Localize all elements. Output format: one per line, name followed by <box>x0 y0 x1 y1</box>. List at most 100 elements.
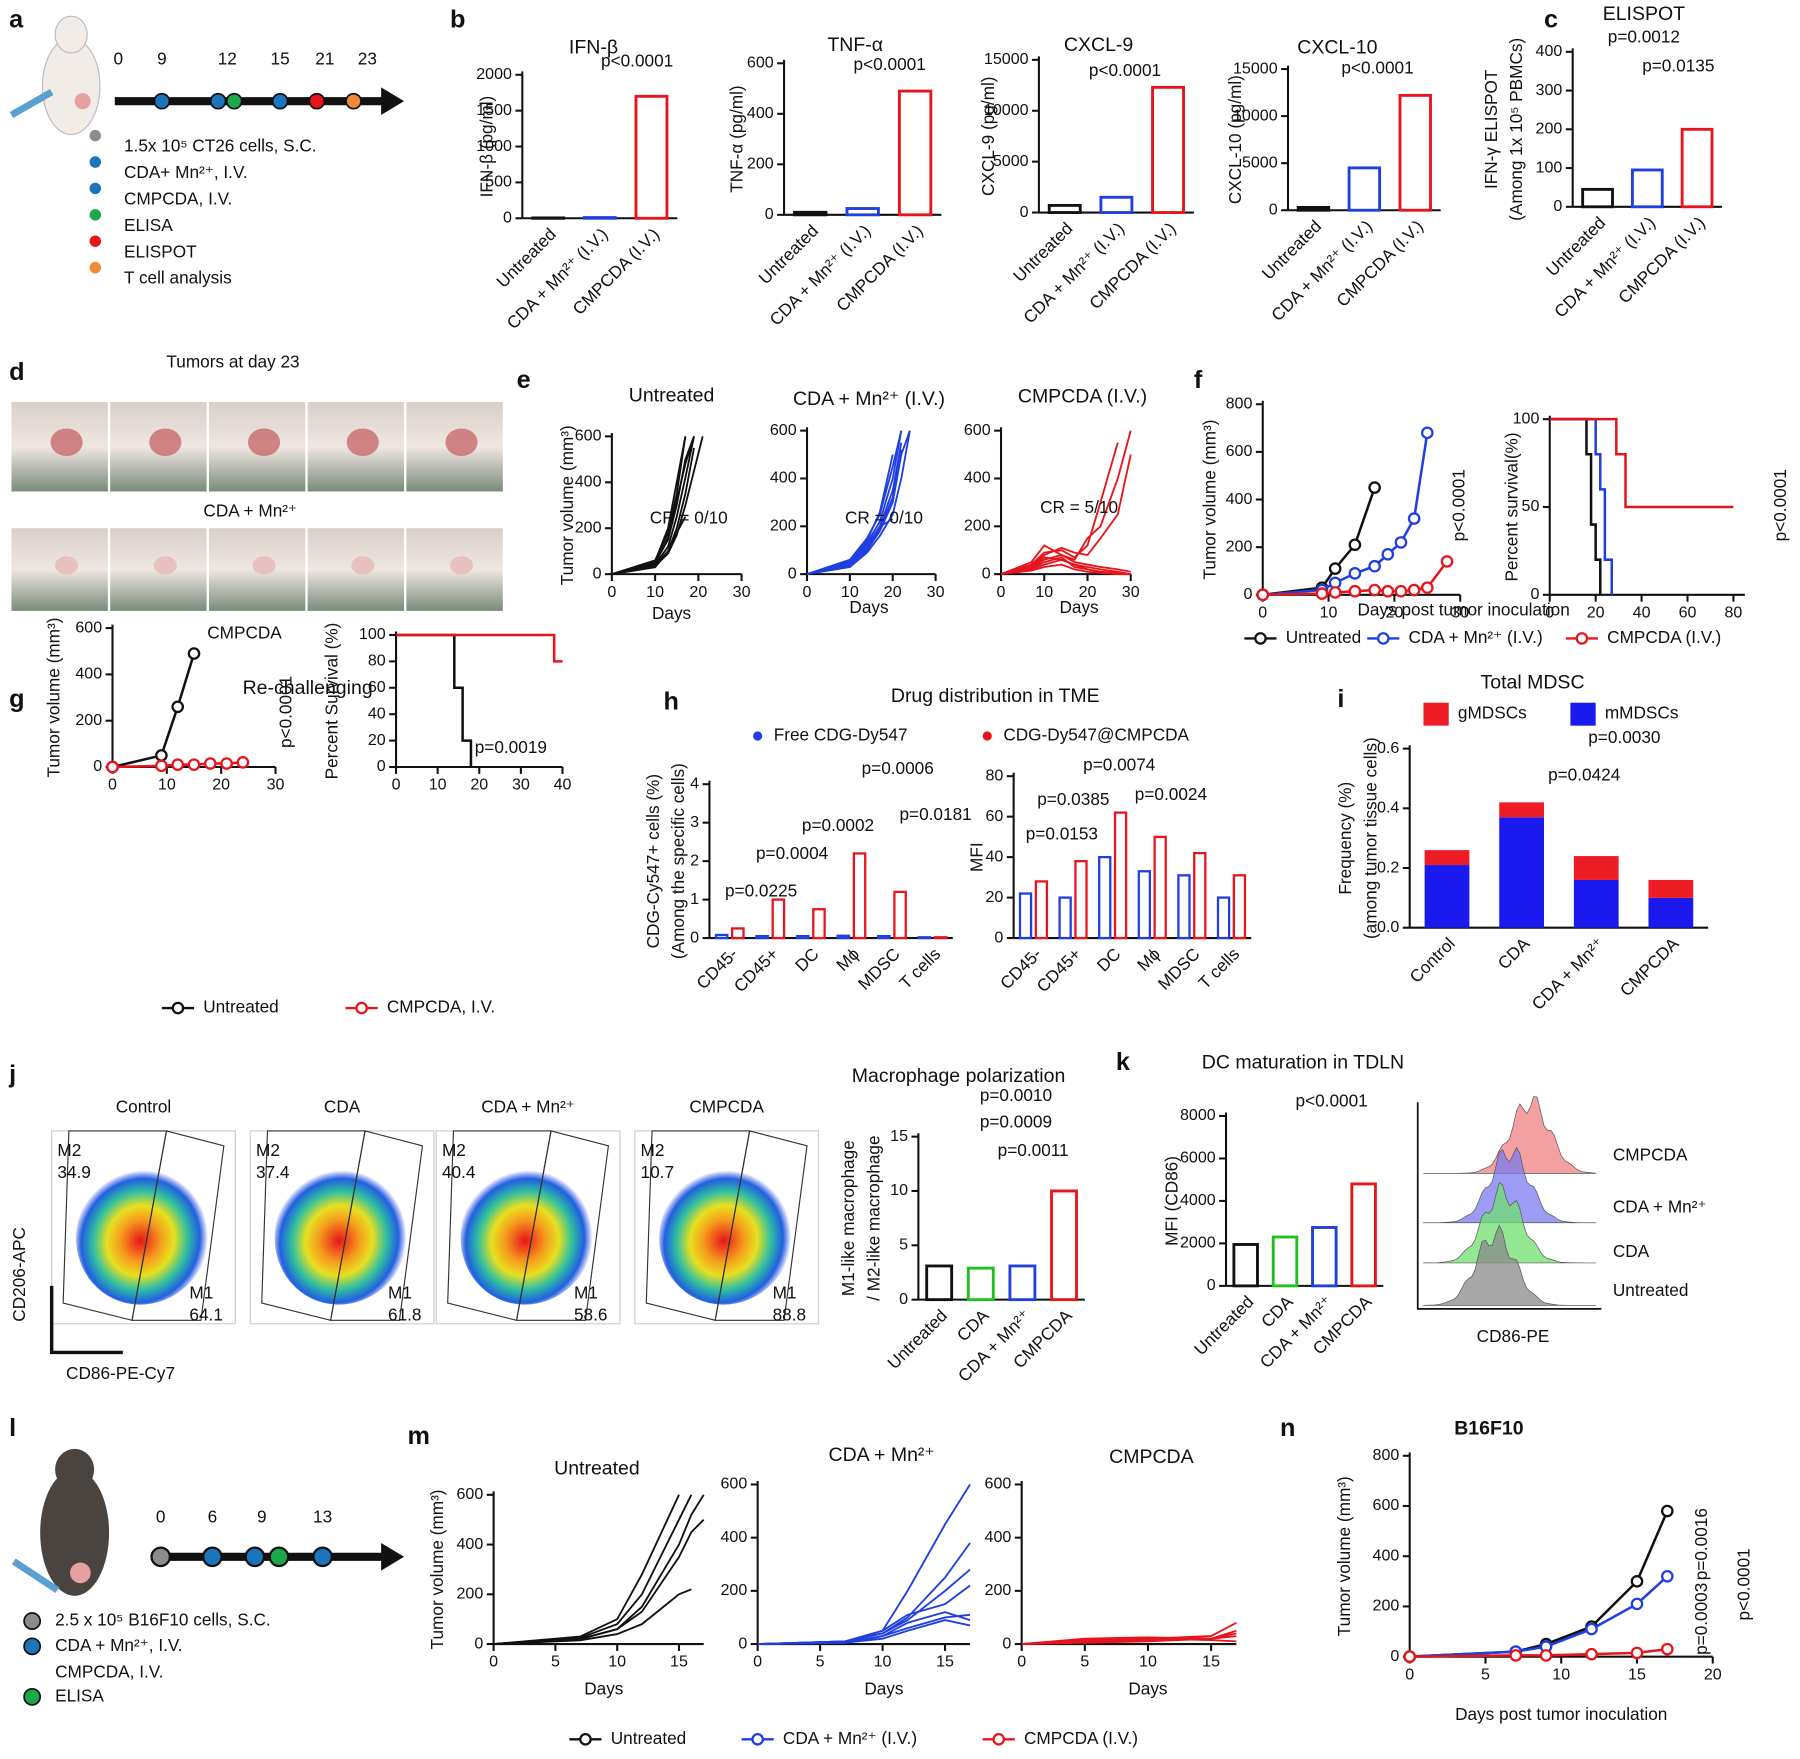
y-tick-label: 0 <box>474 1634 483 1652</box>
bar <box>1177 874 1191 940</box>
y-tick-label: 60 <box>368 678 386 696</box>
y-tick-label: 2000 <box>1180 1234 1216 1252</box>
legend-text: 2.5 x 10⁵ B16F10 cells, S.C. <box>55 1610 271 1630</box>
legend-dot <box>89 261 102 274</box>
gate-value: 64.1 <box>189 1304 222 1324</box>
y-axis-label: Tumor volume (mm³) <box>1334 1476 1354 1636</box>
tumor <box>351 556 375 575</box>
x-tick-label: 5 <box>551 1653 560 1671</box>
y-tick-label: 0 <box>1020 203 1029 221</box>
point <box>1394 536 1408 549</box>
legend-marker <box>982 731 992 741</box>
y-tick-label: 1500 <box>476 101 512 119</box>
line <box>611 436 704 576</box>
chart-title: IFN-β <box>569 37 618 59</box>
annotation: p=0.0225 <box>725 881 797 901</box>
timeline-dot <box>268 1546 290 1568</box>
chart-title: Untreated <box>629 384 715 406</box>
chart-title: DC maturation in TDLN <box>1202 1051 1404 1073</box>
line <box>1262 560 1449 597</box>
bar <box>925 1264 954 1302</box>
chart-title: Drug distribution in TME <box>891 685 1100 707</box>
bar <box>1151 85 1185 214</box>
x-tick-label: Untreated <box>1190 1292 1258 1360</box>
line <box>1549 417 1734 509</box>
y-tick-label: 8000 <box>1180 1106 1216 1124</box>
annotation: p=0.0030 <box>1588 727 1660 747</box>
y-tick-label: 0 <box>93 757 102 775</box>
legend-text: ELISA <box>124 215 173 235</box>
x-tick-label: 60 <box>1679 603 1697 621</box>
line <box>611 447 695 576</box>
y-tick-label: 400 <box>770 469 797 487</box>
gate-value: 40.4 <box>442 1162 476 1182</box>
point <box>1407 512 1421 525</box>
line <box>1001 442 1119 576</box>
line <box>1409 1575 1669 1658</box>
y-tick-label: 0 <box>982 564 991 582</box>
flow-gate <box>714 1130 808 1321</box>
x-tick-label: Mϕ <box>1133 944 1164 975</box>
hist-ridge <box>1423 1224 1596 1306</box>
x-tick-label: MDSC <box>1154 944 1204 994</box>
line <box>611 436 695 576</box>
chart-title: ELISPOT <box>1603 3 1685 25</box>
y-tick-label: 0 <box>788 564 797 582</box>
bar <box>897 89 933 217</box>
y-axis-label: (among tumor tissue cells) <box>1360 737 1380 939</box>
y-axis-label: TNF-α (pg/ml) <box>727 85 747 192</box>
legend-text: ELISA <box>55 1685 104 1705</box>
x-tick-label: 10 <box>1552 1665 1570 1683</box>
bar <box>1034 880 1049 940</box>
y-tick-label: 400 <box>985 1528 1012 1546</box>
point <box>1660 1504 1674 1518</box>
timeline-dot <box>209 92 227 110</box>
line <box>807 430 903 576</box>
legend-dot <box>89 182 102 195</box>
tumor <box>450 556 473 575</box>
timeline-dot <box>271 92 289 110</box>
annotation: CR = 0/10 <box>650 508 728 528</box>
point <box>1368 481 1381 494</box>
y-tick-label: 0 <box>1269 200 1278 218</box>
x-tick-label: 0 <box>1258 603 1267 621</box>
line <box>757 1611 971 1645</box>
y-tick-label: 20 <box>985 888 1003 906</box>
x-tick-label: 10 <box>646 583 664 601</box>
y-tick-label: 0 <box>1530 585 1539 603</box>
y-axis-label: (Among the specific cells) <box>668 763 688 959</box>
annotation: p=0.0024 <box>1135 784 1208 804</box>
y-tick-label: 200 <box>575 518 602 536</box>
annotation: p=0.0181 <box>899 804 971 824</box>
annotation: p=0.0016 <box>1691 1508 1711 1580</box>
x-axis-label: Days <box>584 1679 623 1699</box>
chart-title: Re-challenging <box>243 677 373 699</box>
flow-xlabel: CD86-PE-Cy7 <box>66 1363 175 1383</box>
point <box>155 749 168 762</box>
timeline-arrow <box>381 1543 405 1571</box>
point <box>1420 581 1434 594</box>
chart-title: CXCL-10 <box>1297 37 1377 59</box>
flow-gate <box>329 1130 424 1321</box>
y-tick-label: 200 <box>456 1585 483 1603</box>
y-tick-label: 400 <box>747 104 774 122</box>
annotation: p<0.0001 <box>1341 58 1413 78</box>
hist-xlabel: CD86-PE <box>1477 1326 1550 1346</box>
gate-value: 88.8 <box>773 1304 806 1324</box>
gate-name: M2 <box>641 1140 665 1160</box>
y-tick-label: 6000 <box>1180 1149 1216 1167</box>
panel-letter: j <box>8 1060 16 1088</box>
mouse-illustration-a <box>9 15 101 136</box>
gate-name: M2 <box>57 1140 81 1160</box>
bar <box>1232 874 1247 940</box>
bar <box>1680 127 1714 209</box>
legend-dot <box>89 209 102 221</box>
point <box>203 757 217 770</box>
legend-swatch <box>1423 702 1449 726</box>
timeline-day: 23 <box>358 48 377 68</box>
timeline-day: 9 <box>257 1506 267 1526</box>
y-tick-label: 600 <box>964 421 991 439</box>
legend-marker <box>992 1733 1006 1746</box>
point <box>1348 567 1362 580</box>
panel-letter: d <box>9 358 24 386</box>
